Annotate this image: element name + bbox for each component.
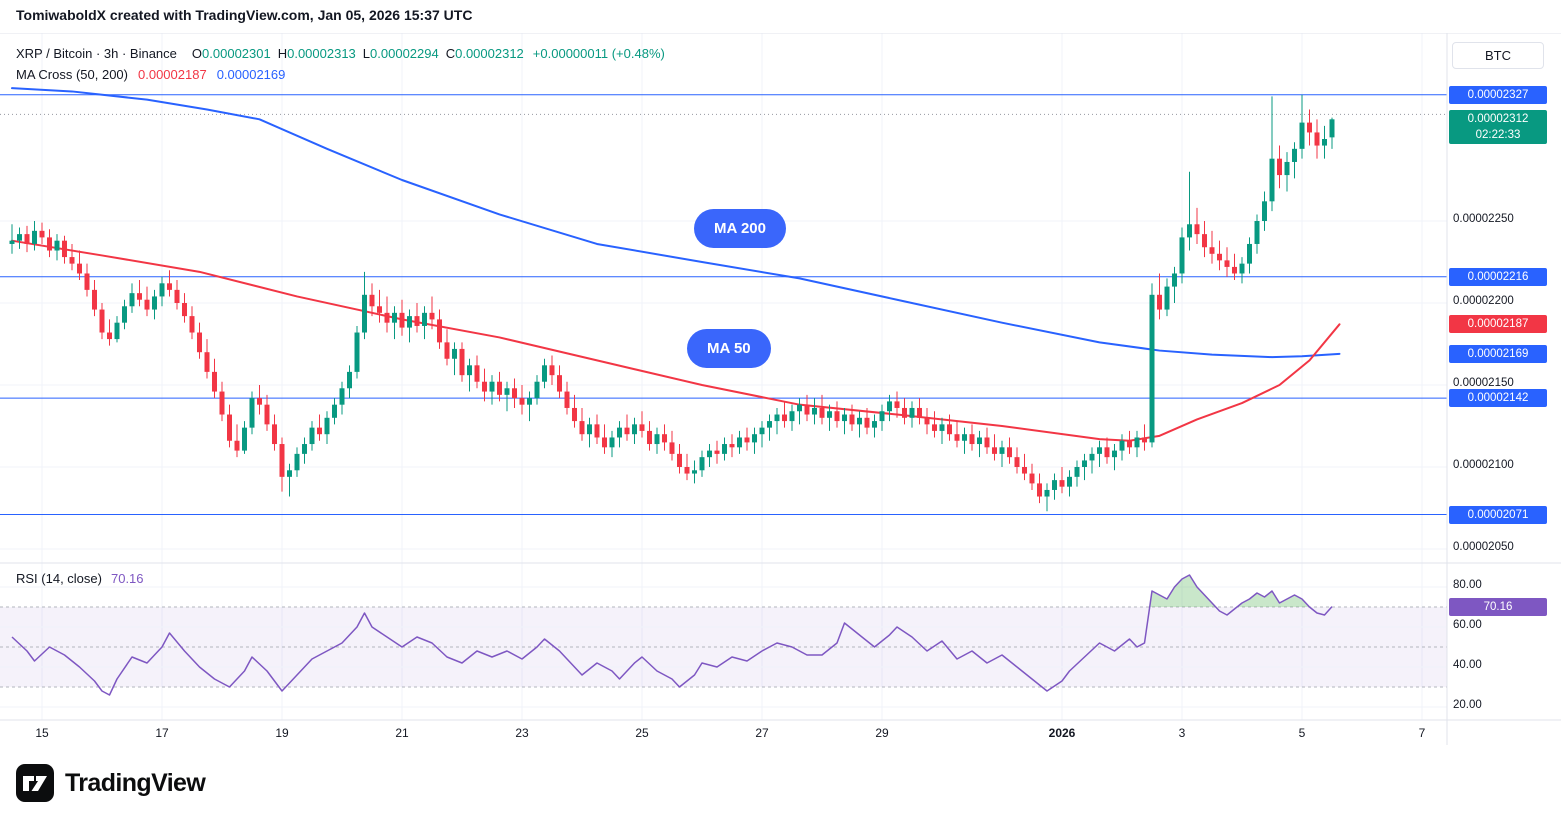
rsi-axis-label: 80.00 <box>1453 579 1482 591</box>
time-axis-label: 29 <box>875 726 889 740</box>
last-price-value: 0.00002312 <box>1467 113 1529 126</box>
price-axis-label: 0.00002100 <box>1453 459 1514 471</box>
bar-countdown: 02:22:33 <box>1475 129 1521 142</box>
ma-value-badge: 0.00002169 <box>1449 344 1547 363</box>
price-change: +0.00000011 (+0.48%) <box>532 46 665 61</box>
ma-cross-label: MA Cross (50, 200) <box>16 67 128 82</box>
attribution-text: TomiwaboldX created with TradingView.com… <box>16 7 473 23</box>
price-level-badge: 0.00002071 <box>1449 505 1547 524</box>
rsi-label: RSI (14, close) <box>16 571 102 586</box>
time-axis-label: 7 <box>1418 726 1426 740</box>
rsi-current-value: 70.16 <box>110 571 144 586</box>
ohlc-low-value: 0.00002294 <box>370 46 439 61</box>
last-price-badge: 0.00002312 02:22:33 <box>1449 110 1547 145</box>
rsi-axis-label: 20.00 <box>1453 699 1482 711</box>
time-axis-label: 19 <box>275 726 289 740</box>
time-axis[interactable]: 15 17 19 21 23 25 27 29 2026 3 5 7 <box>0 720 1447 746</box>
ma50-label-pill[interactable]: MA 50 <box>687 329 771 368</box>
ma-cross-legend[interactable]: MA Cross (50, 200) 0.00002187 0.00002169 <box>16 67 285 82</box>
time-axis-label: 3 <box>1178 726 1186 740</box>
price-axis-label: 0.00002250 <box>1453 213 1514 225</box>
ohlc-high-value: 0.00002313 <box>287 46 356 61</box>
ma200-label-pill[interactable]: MA 200 <box>694 209 786 248</box>
time-axis-label: 27 <box>755 726 769 740</box>
ohlc-open-value: 0.00002301 <box>202 46 271 61</box>
price-axis-label: 0.00002050 <box>1453 541 1514 553</box>
rsi-axis-label: 40.00 <box>1453 659 1482 671</box>
ma50-current-value: 0.00002187 <box>138 67 207 82</box>
ma200-current-value: 0.00002169 <box>216 67 286 82</box>
tradingview-logo[interactable]: TradingView <box>16 764 206 802</box>
ma-value-badge: 0.00002187 <box>1449 315 1547 334</box>
price-axis[interactable]: 0.00002250 0.00002200 0.00002150 0.00002100… <box>1447 33 1561 745</box>
rsi-value-badge: 70.16 <box>1449 597 1547 616</box>
rsi-legend[interactable]: RSI (14, close) 70.16 <box>16 571 144 586</box>
rsi-axis-label: 60.00 <box>1453 619 1482 631</box>
symbol-title: XRP / Bitcoin · 3h · Binance <box>16 46 177 61</box>
time-axis-label: 25 <box>635 726 649 740</box>
attribution-bar: TomiwaboldX created with TradingView.com… <box>0 0 1561 33</box>
ohlc-open-label: O <box>191 46 203 61</box>
ohlc-close-label: C <box>445 46 456 61</box>
ohlc-low-label: L <box>362 46 371 61</box>
time-axis-label: 5 <box>1298 726 1306 740</box>
tradingview-logo-text: TradingView <box>65 768 206 797</box>
currency-toggle-button[interactable]: BTC <box>1452 42 1544 69</box>
ohlc-high-label: H <box>277 46 288 61</box>
time-axis-label: 17 <box>155 726 169 740</box>
time-axis-label: 2026 <box>1048 726 1076 740</box>
time-axis-label: 21 <box>395 726 409 740</box>
price-level-badge: 0.00002142 <box>1449 389 1547 408</box>
ohlc-close-value: 0.00002312 <box>455 46 524 61</box>
price-axis-label: 0.00002200 <box>1453 295 1514 307</box>
tradingview-logo-mark <box>16 764 54 802</box>
time-axis-label: 23 <box>515 726 529 740</box>
time-axis-label: 15 <box>35 726 49 740</box>
price-axis-label: 0.00002150 <box>1453 377 1514 389</box>
price-level-badge: 0.00002216 <box>1449 267 1547 286</box>
price-level-badge: 0.00002327 <box>1449 85 1547 104</box>
symbol-legend[interactable]: XRP / Bitcoin · 3h · Binance O0.00002301 H… <box>16 46 665 61</box>
